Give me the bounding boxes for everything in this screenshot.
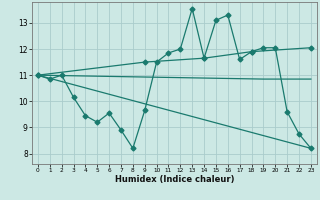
X-axis label: Humidex (Indice chaleur): Humidex (Indice chaleur) (115, 175, 234, 184)
